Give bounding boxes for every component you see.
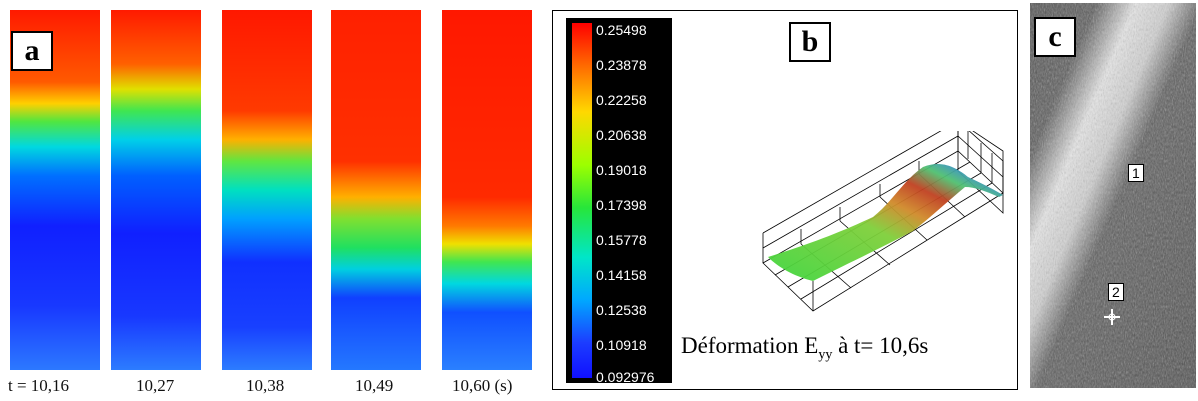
- colorbar-tick: 0.22258: [596, 92, 647, 108]
- colorbar-tick: 0.10918: [596, 337, 647, 353]
- strain-surface-3d: [762, 131, 1004, 312]
- colorbar-tick: 0.17398: [596, 197, 647, 213]
- strain-strip-4: [331, 10, 421, 370]
- colorbar: 0.25498 0.23878 0.22258 0.20638 0.19018 …: [566, 18, 672, 385]
- colorbar-tick: 0.20638: [596, 127, 647, 143]
- colorbar-tick: 0.25498: [596, 22, 647, 38]
- panel-b: 0.25498 0.23878 0.22258 0.20638 0.19018 …: [552, 10, 1018, 390]
- colorbar-tick: 0.14158: [596, 267, 647, 283]
- time-label-3: 10,38: [246, 376, 285, 395]
- colorbar-tick: 0.23878: [596, 57, 647, 73]
- colorbar-tick: 0.092976: [596, 369, 655, 385]
- colorbar-tick: 0.19018: [596, 162, 647, 178]
- time-label-5: 10,60 (s): [452, 376, 513, 395]
- time-label-1: t = 10,16: [8, 376, 70, 395]
- caption-suffix: à t= 10,6s: [832, 333, 929, 358]
- caption-prefix: Déformation E: [681, 333, 819, 358]
- strain-strip-3: [222, 10, 312, 370]
- panel-b-label: b: [789, 22, 831, 62]
- colorbar-tick: 0.12538: [596, 302, 647, 318]
- time-label-2: 10,27: [136, 376, 175, 395]
- panel-b-caption: Déformation Eyy à t= 10,6s: [681, 333, 928, 364]
- colorbar-tick: 0.15778: [596, 232, 647, 248]
- crosshair-icon: [1104, 309, 1120, 325]
- caption-subscript: yy: [818, 347, 833, 363]
- marker-2: 2: [1108, 283, 1124, 301]
- colorbar-gradient: [572, 23, 592, 378]
- marker-1: 1: [1128, 164, 1144, 182]
- panel-c: c 1 2: [1030, 3, 1196, 388]
- panel-c-label: c: [1034, 17, 1076, 57]
- time-label-4: 10,49: [355, 376, 394, 395]
- strain-strip-2: [111, 10, 201, 370]
- grayscale-specimen-image: [1030, 3, 1196, 388]
- panel-a-label: a: [11, 31, 53, 71]
- strain-strip-5: [442, 10, 532, 370]
- strain-surface: [768, 164, 1003, 281]
